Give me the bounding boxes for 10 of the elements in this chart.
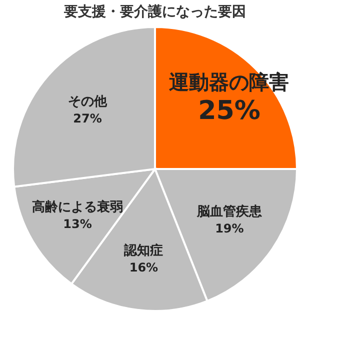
slice-label: 高齢による衰弱 [32, 198, 124, 215]
data-label: 27% [73, 111, 102, 126]
data-label: 16% [129, 260, 158, 274]
slice-label: 脳血管疾患 [196, 204, 263, 220]
data-label: 19% [215, 222, 244, 236]
slice-label: 認知症 [123, 242, 164, 258]
chart-title: 要支援・要介護になった要因 [63, 3, 246, 20]
data-label: 25% [198, 96, 260, 126]
data-label: 13% [63, 216, 92, 231]
slice-label: その他 [68, 94, 108, 110]
